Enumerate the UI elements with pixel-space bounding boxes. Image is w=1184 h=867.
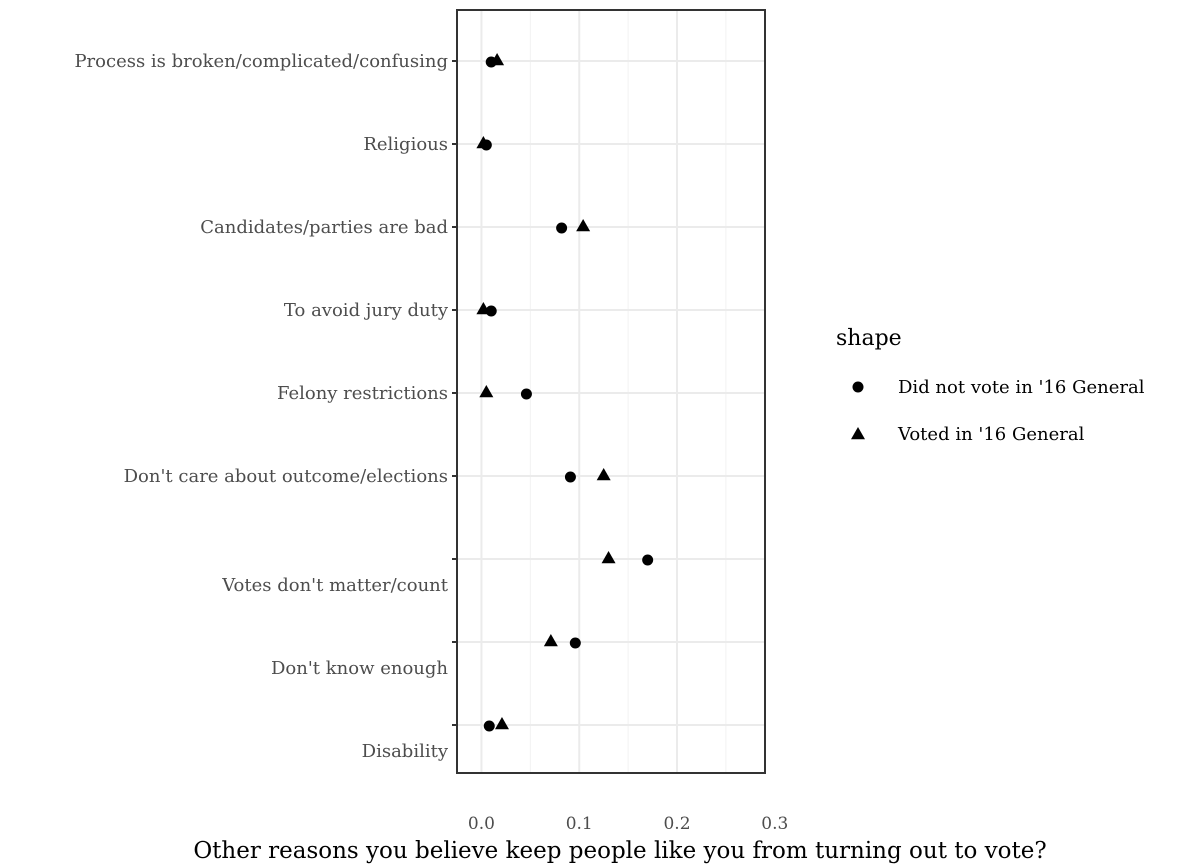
y-tick-label: Process is broken/complicated/confusing (74, 51, 448, 72)
y-tick-label: Don't care about outcome/elections (124, 466, 448, 487)
legend-label: Voted in '16 General (897, 424, 1085, 445)
point-voted (494, 717, 509, 730)
point-did-not-vote (556, 222, 568, 234)
x-axis-title: Other reasons you believe keep people li… (193, 838, 1046, 864)
y-axis: Process is broken/complicated/confusing R… (74, 51, 457, 762)
point-voted (476, 136, 491, 149)
y-tick-label: Disability (362, 741, 449, 762)
point-voted (476, 302, 491, 315)
point-did-not-vote (483, 720, 495, 732)
legend: shape Did not vote in '16 General Voted i… (836, 326, 1145, 445)
panel-border (456, 9, 766, 774)
y-tick-label: To avoid jury duty (284, 300, 449, 321)
plot-panel (456, 9, 766, 774)
point-voted (576, 219, 591, 232)
x-tick-label: 0.3 (761, 814, 788, 834)
x-tick-label: 0.2 (663, 814, 690, 834)
y-tick-label: Candidates/parties are bad (200, 217, 448, 238)
legend-key-circle (852, 381, 864, 393)
x-tick-label: 0.1 (566, 814, 593, 834)
data-points (476, 53, 654, 732)
x-axis: 0.0 0.1 0.2 0.3 (468, 814, 788, 834)
point-voted (596, 468, 611, 481)
point-voted (479, 385, 494, 398)
y-tick-label: Votes don't matter/count (221, 575, 449, 596)
point-did-not-vote (569, 637, 581, 649)
point-voted (490, 53, 505, 66)
point-did-not-vote (564, 471, 576, 483)
point-did-not-vote (642, 554, 654, 566)
point-voted (601, 551, 616, 564)
y-tick-label: Religious (363, 134, 448, 155)
legend-label: Did not vote in '16 General (898, 377, 1145, 398)
point-voted (543, 634, 558, 647)
y-tick-label: Felony restrictions (277, 383, 448, 404)
legend-title: shape (836, 326, 902, 351)
x-tick-label: 0.0 (468, 814, 495, 834)
legend-key-triangle (851, 427, 865, 440)
point-did-not-vote (520, 388, 532, 400)
y-tick-label: Don't know enough (271, 658, 448, 679)
